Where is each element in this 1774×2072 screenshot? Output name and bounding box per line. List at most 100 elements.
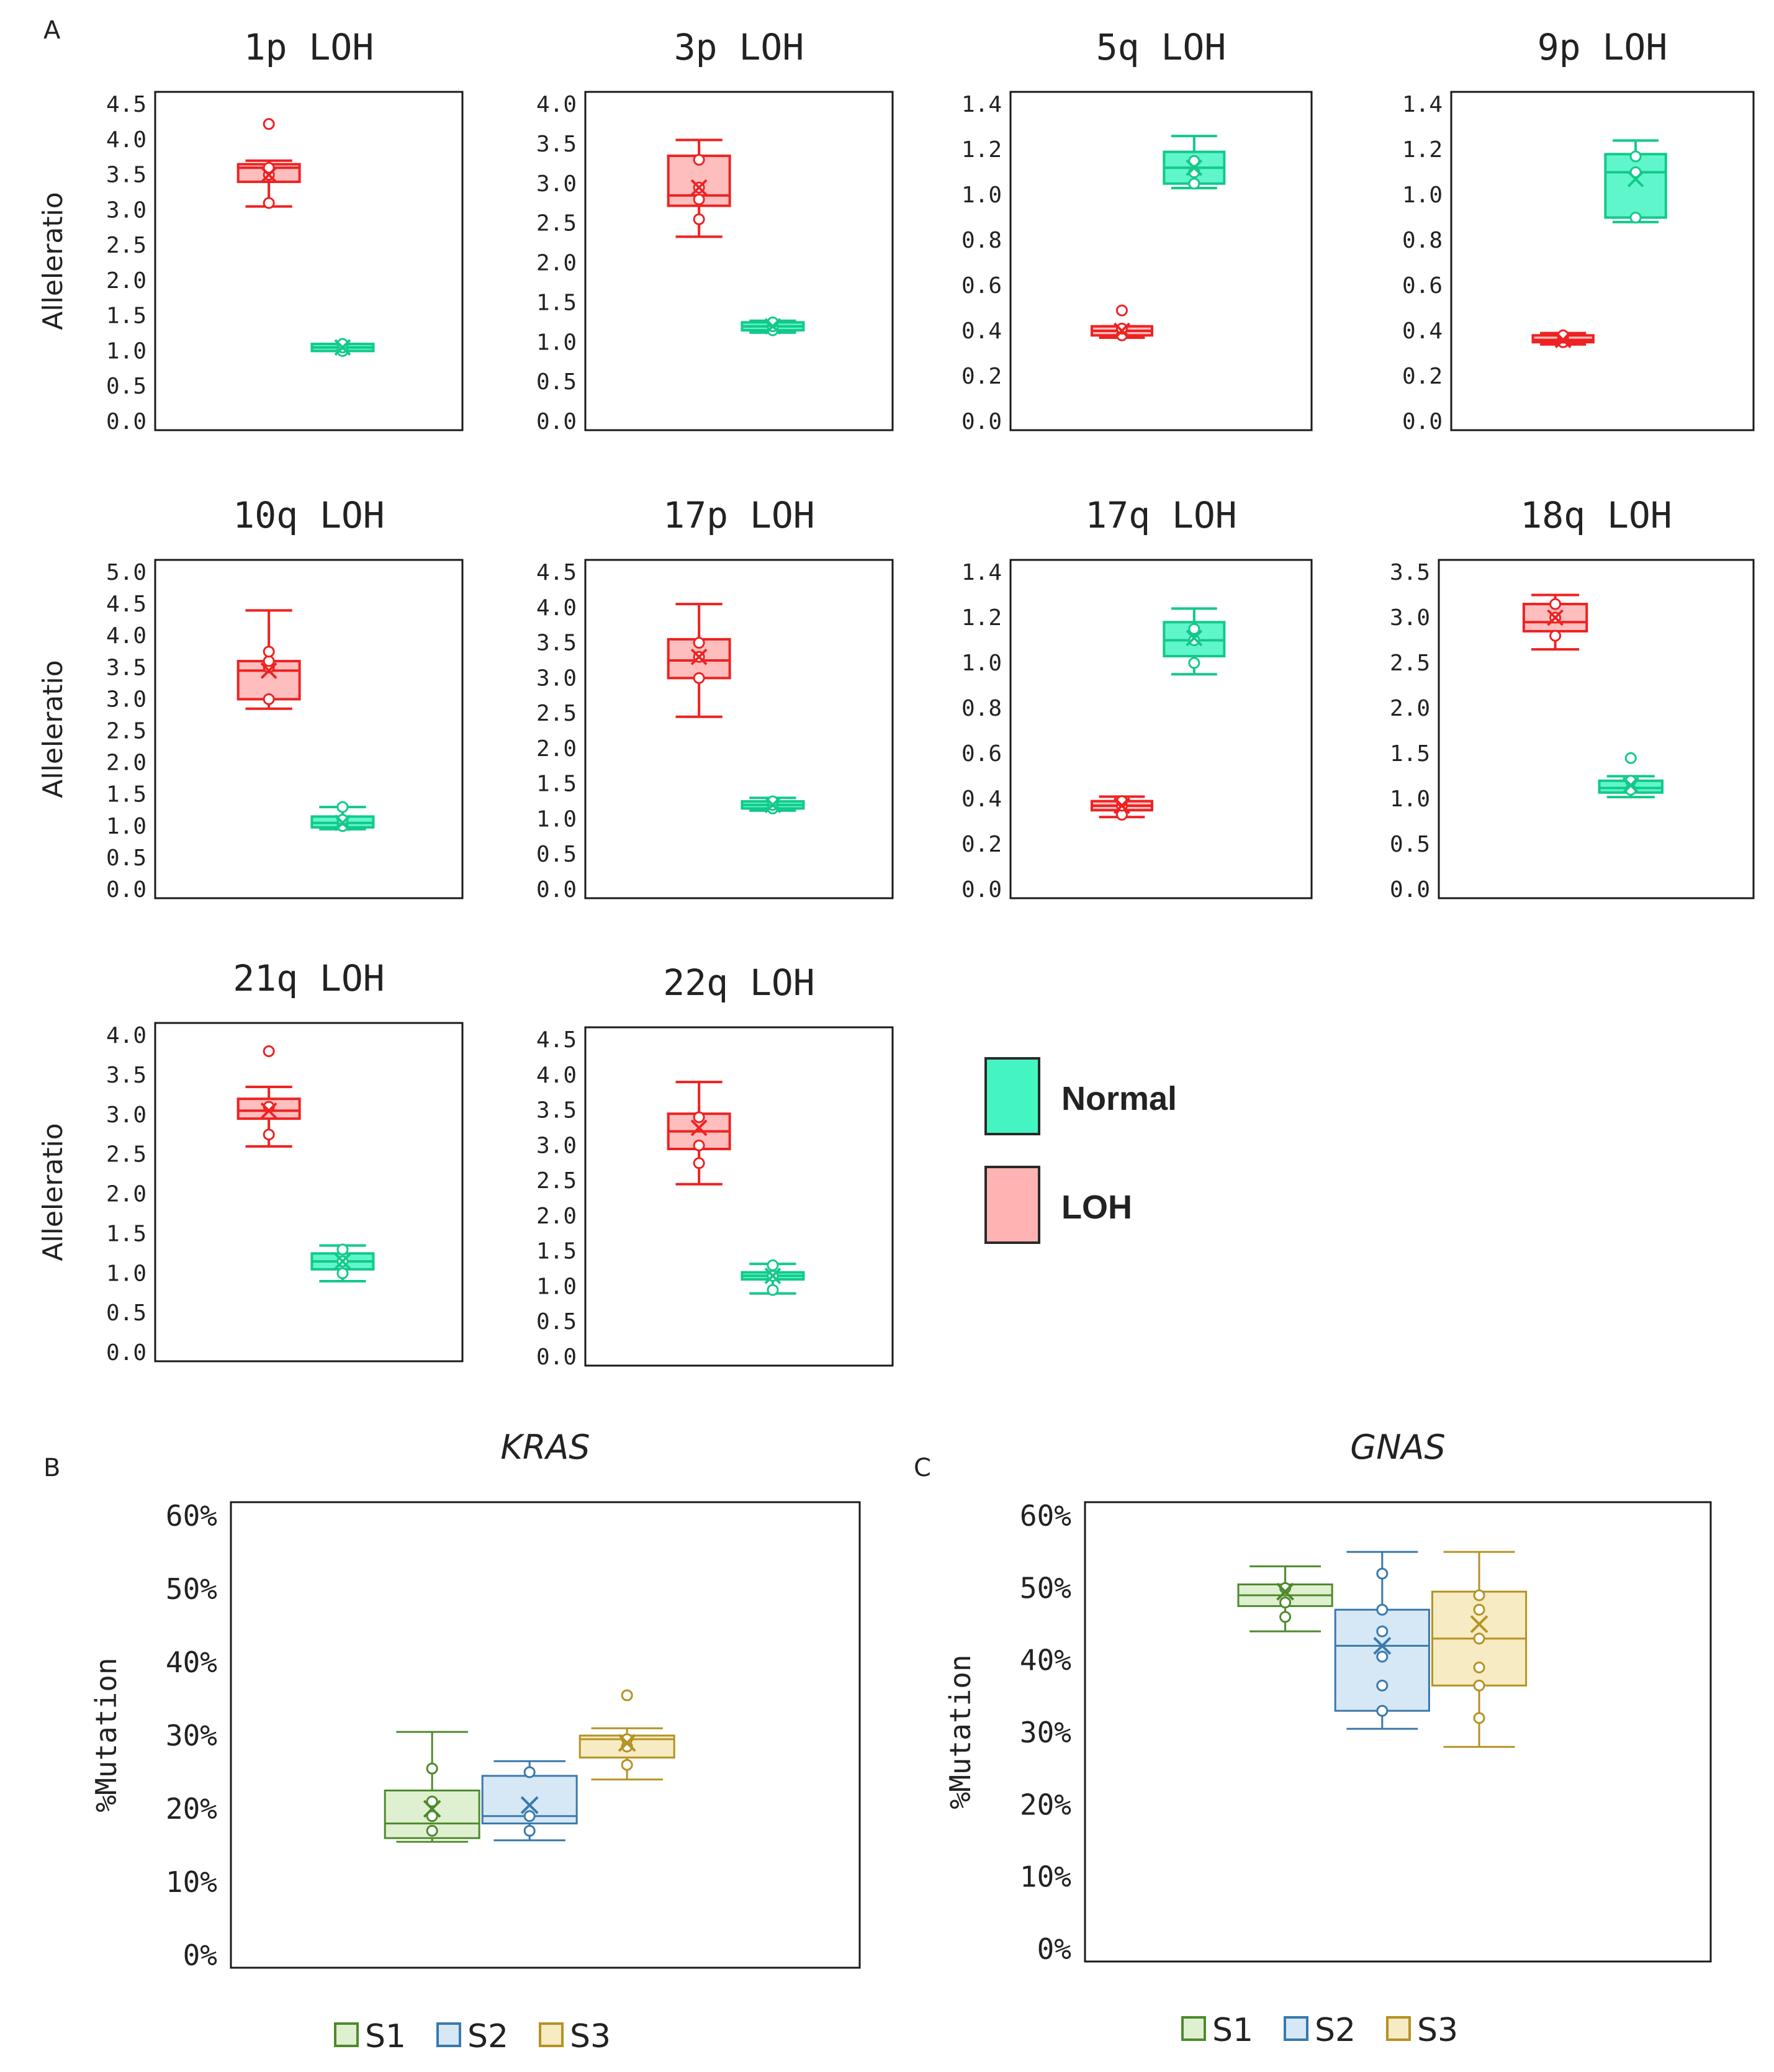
box-normal bbox=[310, 338, 375, 357]
data-point bbox=[336, 1267, 349, 1279]
chart-title: 21q LOH bbox=[233, 957, 384, 999]
box-loh bbox=[236, 118, 301, 209]
mean-marker bbox=[1276, 1582, 1294, 1601]
y-tick-label: 0% bbox=[1037, 1932, 1071, 1966]
y-tick-label: 0.6 bbox=[961, 741, 1002, 767]
y-tick-label: 1.2 bbox=[1402, 137, 1443, 163]
data-point bbox=[1188, 623, 1200, 635]
data-point bbox=[767, 1284, 779, 1296]
legend-normal-swatch bbox=[984, 1057, 1040, 1135]
mean-marker bbox=[334, 339, 351, 356]
data-point bbox=[1279, 1597, 1292, 1609]
data-point bbox=[1376, 1625, 1389, 1637]
y-tick-label: 2.5 bbox=[536, 211, 577, 236]
mean-marker bbox=[1114, 797, 1130, 814]
mean-marker bbox=[520, 1796, 539, 1814]
y-tick-label: 4.5 bbox=[106, 592, 146, 617]
y-tick-label: 1.4 bbox=[1402, 92, 1443, 117]
data-point bbox=[1624, 752, 1637, 764]
box-loh bbox=[1090, 304, 1153, 341]
y-tick-label: 0.5 bbox=[536, 369, 577, 395]
box-normal bbox=[1604, 139, 1667, 223]
y-tick-label: 0.8 bbox=[961, 228, 1002, 253]
y-tick-label: 4.5 bbox=[536, 1027, 577, 1053]
data-point bbox=[263, 646, 275, 658]
mean-marker bbox=[690, 179, 708, 196]
data-point bbox=[523, 1824, 536, 1837]
y-tick-label: 1.2 bbox=[961, 605, 1002, 631]
legend-loh-label: LOH bbox=[1061, 1189, 1132, 1226]
y-tick-label: 4.0 bbox=[106, 127, 146, 153]
box-normal bbox=[741, 795, 805, 814]
y-tick-label: 1.5 bbox=[536, 772, 577, 797]
data-point bbox=[263, 118, 275, 130]
y-tick-label: 0.4 bbox=[1402, 318, 1443, 344]
data-point bbox=[263, 655, 275, 667]
y-tick-label: 0.0 bbox=[1402, 409, 1443, 435]
mean-marker bbox=[334, 814, 351, 832]
chart-8: 21q LOH 0.0 0.5 1.0 1.5 2.0 2.5 3.0 3.5 4.0 Allele… bbox=[37, 957, 464, 1366]
data-point bbox=[693, 1111, 705, 1124]
y-tick-label: 0.0 bbox=[106, 1340, 146, 1366]
y-tick-label: 0.0 bbox=[536, 877, 577, 903]
y-tick-label: 3.5 bbox=[106, 655, 146, 680]
data-point bbox=[1629, 150, 1642, 163]
box-s2 bbox=[481, 1760, 578, 1842]
legend-a: Normal LOH bbox=[984, 1057, 1177, 1244]
chart-title: KRAS bbox=[500, 1428, 590, 1467]
mean-marker bbox=[764, 318, 781, 335]
mean-marker bbox=[1114, 322, 1130, 340]
data-point bbox=[1629, 212, 1642, 223]
y-tick-label: 30% bbox=[1020, 1716, 1071, 1749]
y-tick-label: 4.5 bbox=[536, 560, 577, 585]
legend-label-s3: S3 bbox=[1417, 2012, 1458, 2049]
box-loh bbox=[1531, 329, 1595, 349]
y-tick-label: 0% bbox=[183, 1939, 217, 1972]
data-point bbox=[1188, 657, 1200, 669]
data-point bbox=[336, 801, 349, 813]
plot-frame bbox=[154, 1022, 464, 1363]
y-tick-label: 3.0 bbox=[106, 197, 146, 223]
y-tick-label: 3.0 bbox=[106, 1102, 146, 1128]
box-loh bbox=[667, 1081, 731, 1186]
y-axis-label: %Mutation bbox=[89, 1657, 123, 1812]
legend-swatch-s3 bbox=[1386, 2016, 1411, 2041]
data-point bbox=[1279, 1611, 1292, 1623]
y-tick-label: 3.0 bbox=[1390, 605, 1430, 631]
data-point bbox=[1473, 1603, 1485, 1616]
mean-marker bbox=[423, 1799, 441, 1818]
data-point bbox=[263, 197, 275, 209]
y-tick-label: 3.0 bbox=[536, 665, 577, 691]
y-tick-label: 0.0 bbox=[961, 409, 1002, 435]
data-point bbox=[693, 1157, 705, 1169]
data-point bbox=[426, 1810, 438, 1822]
y-tick-label: 0.6 bbox=[1402, 273, 1443, 299]
y-tick-label: 10% bbox=[166, 1865, 217, 1899]
chart-3: 9p LOH 0.0 0.2 0.4 0.6 0.8 1.0 1.2 1.4 bbox=[1402, 26, 1755, 435]
data-point bbox=[1473, 1712, 1485, 1724]
data-point bbox=[1473, 1633, 1485, 1645]
y-tick-label: 3.0 bbox=[536, 171, 577, 197]
y-tick-label: 0.5 bbox=[536, 842, 577, 867]
y-tick-label: 1.0 bbox=[106, 338, 146, 364]
legend-normal-label: Normal bbox=[1061, 1080, 1177, 1117]
y-axis-label: Alleleratio bbox=[37, 1123, 69, 1261]
data-point bbox=[263, 693, 275, 705]
chart-9: 22q LOH 0.0 0.5 1.0 1.5 2.0 2.5 3.0 3.5 4.0 4.5 bbox=[536, 962, 894, 1370]
box-s3 bbox=[1431, 1551, 1528, 1748]
chart-title: 9p LOH bbox=[1538, 26, 1668, 68]
box-normal bbox=[310, 801, 375, 832]
data-point bbox=[693, 153, 705, 166]
chart-title: 22q LOH bbox=[663, 962, 814, 1004]
y-tick-label: 2.5 bbox=[106, 719, 146, 744]
data-point bbox=[263, 1128, 275, 1141]
mean-marker bbox=[764, 1267, 781, 1284]
y-tick-label: 0.0 bbox=[106, 877, 146, 903]
y-tick-label: 10% bbox=[1020, 1860, 1071, 1894]
data-point bbox=[1549, 598, 1562, 610]
y-tick-label: 40% bbox=[166, 1646, 217, 1679]
y-tick-label: 0.0 bbox=[106, 409, 146, 435]
y-tick-label: 4.0 bbox=[536, 1063, 577, 1088]
mean-marker bbox=[1373, 1636, 1392, 1655]
